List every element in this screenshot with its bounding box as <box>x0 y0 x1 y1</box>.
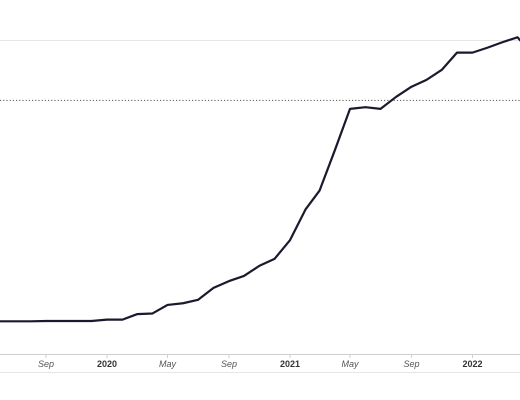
x-tick-label: 2020 <box>97 359 117 369</box>
x-tick-label: Sep <box>403 359 419 369</box>
series-line <box>0 36 520 323</box>
x-tick-label: May <box>341 359 359 369</box>
x-tick-label: 2021 <box>280 359 300 369</box>
x-tick-label: 2022 <box>462 359 482 369</box>
x-tick-label: Sep <box>38 359 54 369</box>
x-tick-label: May <box>159 359 177 369</box>
x-tick-label: Sep <box>221 359 237 369</box>
